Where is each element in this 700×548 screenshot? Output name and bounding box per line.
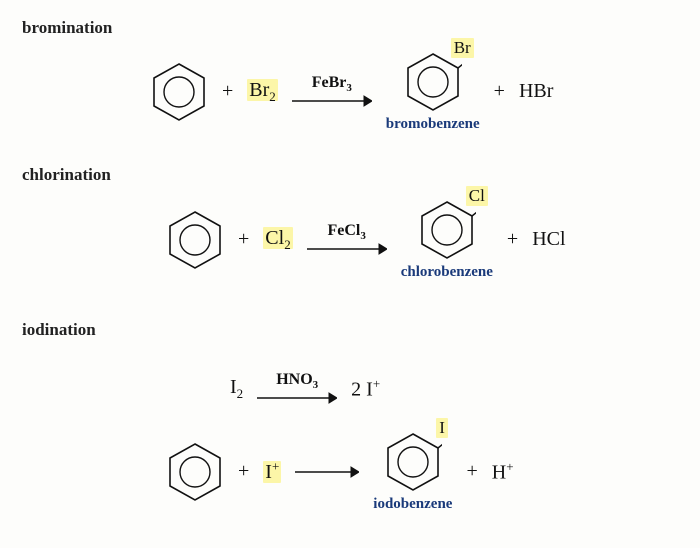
plus: + bbox=[507, 228, 518, 251]
benzene-ring-icon bbox=[384, 430, 442, 494]
arrow-icon bbox=[292, 94, 372, 108]
plus: + bbox=[238, 228, 249, 251]
catalyst-fecl3: FeCl3 bbox=[328, 223, 366, 242]
reagent-i2: I2 bbox=[230, 376, 243, 402]
substituent-cl: Cl bbox=[466, 186, 488, 206]
reagent-iplus: I+ bbox=[263, 459, 281, 485]
byproduct-hplus: H+ bbox=[492, 459, 514, 485]
benzene-reactant bbox=[166, 208, 224, 272]
benzene-ring-icon bbox=[404, 50, 462, 114]
heading-chlorination: chlorination bbox=[22, 165, 111, 185]
benzene-ring-icon bbox=[166, 440, 224, 504]
plus: + bbox=[466, 460, 477, 483]
byproduct-hbr: HBr bbox=[519, 80, 553, 103]
plus: + bbox=[222, 80, 233, 103]
reaction-arrow bbox=[295, 465, 359, 479]
byproduct-hcl: HCl bbox=[532, 228, 565, 251]
benzene-ring-icon bbox=[166, 208, 224, 272]
benzene-reactant bbox=[150, 60, 208, 124]
benzene-ring-icon bbox=[418, 198, 476, 262]
product-label: bromobenzene bbox=[386, 116, 480, 133]
reagent-cl2: Cl2 bbox=[263, 227, 292, 253]
reaction-chlorination: + Cl2 FeCl3 Cl chlorobenzene + HCl bbox=[166, 198, 566, 281]
reaction-iodination: + I+ I iodobenzene + H+ bbox=[166, 430, 514, 513]
product-bromobenzene: Br bromobenzene bbox=[386, 50, 480, 133]
reaction-arrow: HNO3 bbox=[257, 372, 337, 405]
plus: + bbox=[238, 460, 249, 483]
heading-iodination: iodination bbox=[22, 320, 96, 340]
heading-bromination: bromination bbox=[22, 18, 112, 38]
reaction-arrow: FeBr3 bbox=[292, 75, 372, 108]
substituent-br: Br bbox=[451, 38, 474, 58]
catalyst-febr3: FeBr3 bbox=[312, 75, 352, 94]
benzene-ring-icon bbox=[150, 60, 208, 124]
arrow-icon bbox=[257, 391, 337, 405]
product-label: chlorobenzene bbox=[401, 264, 493, 281]
product-iplus: 2 I+ bbox=[351, 376, 380, 402]
product-chlorobenzene: Cl chlorobenzene bbox=[401, 198, 493, 281]
product-iodobenzene: I iodobenzene bbox=[373, 430, 452, 513]
reaction-arrow: FeCl3 bbox=[307, 223, 387, 256]
arrow-icon bbox=[295, 465, 359, 479]
substituent-i: I bbox=[436, 418, 448, 438]
reaction-bromination: + Br2 FeBr3 Br bromobenzene + HBr bbox=[150, 50, 553, 133]
catalyst-hno3: HNO3 bbox=[276, 372, 318, 391]
reagent-br2: Br2 bbox=[247, 79, 278, 105]
iodination-prestep: I2 HNO3 2 I+ bbox=[230, 372, 380, 405]
benzene-reactant bbox=[166, 440, 224, 504]
plus: + bbox=[494, 80, 505, 103]
arrow-icon bbox=[307, 242, 387, 256]
product-label: iodobenzene bbox=[373, 496, 452, 513]
